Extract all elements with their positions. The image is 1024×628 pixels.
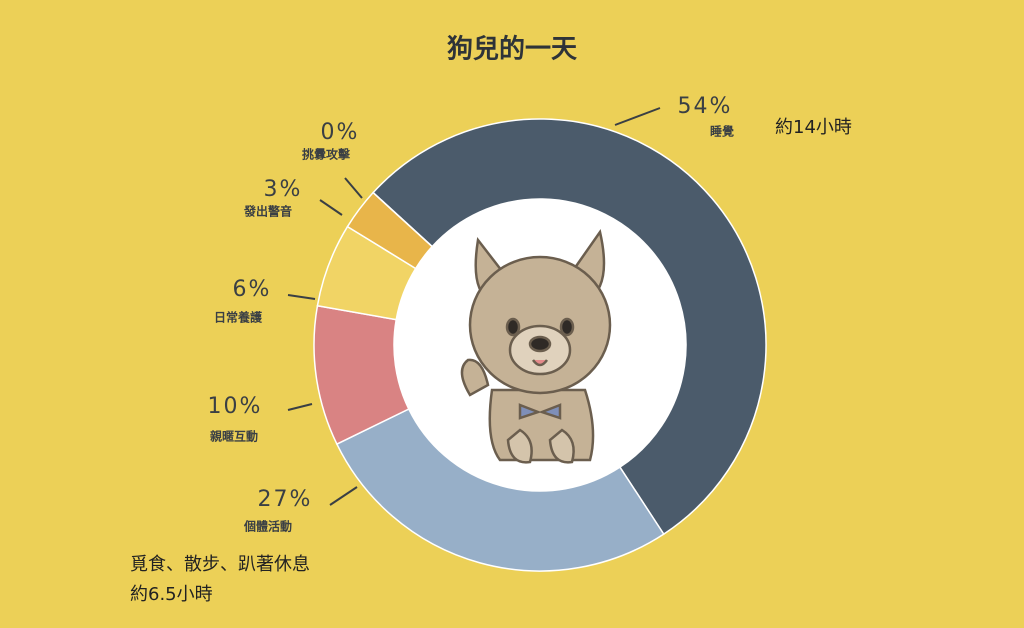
value-label: 54% xyxy=(678,94,733,119)
value-label: 6% xyxy=(233,277,272,302)
value-label: 0% xyxy=(321,120,360,145)
category-label: 個體活動 xyxy=(243,519,292,534)
value-label: 10% xyxy=(208,394,263,419)
dog-illustration xyxy=(460,228,612,464)
leader-line xyxy=(287,403,313,411)
annotation: 約6.5小時 xyxy=(130,584,213,605)
annotation: 約14小時 xyxy=(775,117,852,138)
category-label: 睡覺 xyxy=(710,124,734,139)
annotation: 覓食、散步、趴著休息 xyxy=(130,554,310,575)
category-label: 親暱互動 xyxy=(210,429,258,444)
donut xyxy=(313,118,767,572)
leader-line xyxy=(344,177,363,199)
category-label: 發出警音 xyxy=(243,204,292,219)
value-label: 3% xyxy=(264,177,303,202)
value-label: 27% xyxy=(258,487,313,512)
category-label: 挑釁攻擊 xyxy=(302,147,351,162)
category-label: 日常養護 xyxy=(214,310,263,325)
leader-line xyxy=(287,294,316,300)
leader-line xyxy=(329,486,358,506)
leader-line xyxy=(319,199,343,216)
chart-title: 狗兒的一天 xyxy=(447,34,577,65)
leader-line xyxy=(614,107,661,126)
